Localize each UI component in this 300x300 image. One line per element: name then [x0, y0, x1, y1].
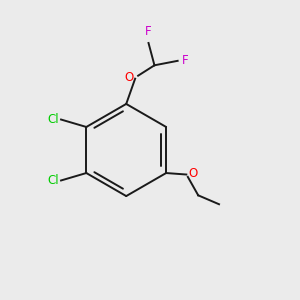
Text: F: F: [182, 54, 189, 67]
Text: F: F: [145, 25, 152, 38]
Text: O: O: [189, 167, 198, 180]
Text: O: O: [124, 71, 133, 84]
Text: Cl: Cl: [47, 174, 59, 187]
Text: Cl: Cl: [47, 113, 59, 126]
